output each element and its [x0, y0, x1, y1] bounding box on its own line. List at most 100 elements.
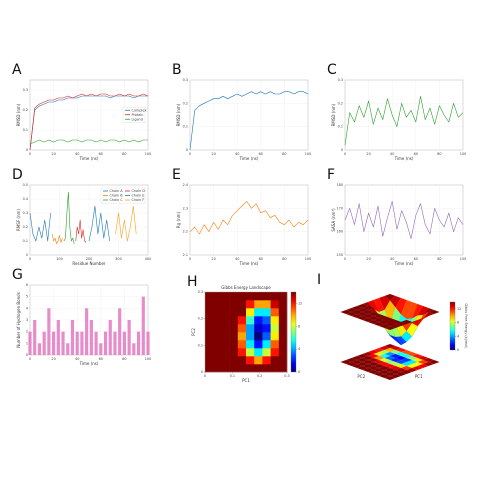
heatmap-cell — [221, 364, 230, 373]
y-axis-label: Rg (nm) — [176, 211, 181, 228]
y-tick-label: 150 — [337, 253, 343, 257]
panel-letter: D — [12, 167, 23, 183]
series-line — [189, 91, 309, 151]
heatmap-cell — [213, 300, 222, 309]
heatmap-cell — [221, 356, 230, 365]
heatmap-cell — [237, 348, 247, 357]
heatmap-cell — [262, 316, 271, 325]
series-line — [115, 205, 137, 242]
x-tick-label: 20 — [366, 257, 370, 261]
bar — [94, 331, 98, 355]
heatmap-cell — [213, 348, 222, 357]
x-axis-label: PC1 — [242, 378, 250, 383]
x-tick-label: 0 — [344, 152, 346, 156]
y-axis-label: RMSD (nm) — [176, 103, 181, 126]
heatmap-cell — [278, 292, 288, 301]
heatmap-cell — [205, 324, 214, 333]
colorbar-tick-label: 8 — [457, 321, 459, 325]
bar — [127, 320, 131, 355]
plot-area — [189, 184, 309, 256]
heatmap-cell — [246, 324, 255, 333]
y-tick-label: 0.2 — [198, 317, 203, 321]
heatmap-cell — [221, 324, 230, 333]
y-tick-label: 5 — [26, 295, 28, 299]
colorbar-tick-label: 4 — [457, 334, 459, 338]
heatmap-cell — [246, 308, 255, 317]
floor-contour — [384, 376, 396, 380]
series-line — [29, 212, 51, 242]
y-tick-label: 2.3 — [183, 206, 188, 210]
x-tick-label: 40 — [75, 357, 79, 361]
x-axis-label: Time (ns) — [79, 156, 99, 161]
y-axis-label: RMSD (nm) — [331, 103, 336, 126]
heatmap-cell — [278, 348, 288, 357]
x-axis-label: Time (ns) — [79, 361, 99, 366]
x-tick-label: 80 — [437, 257, 441, 261]
surface-patch — [384, 325, 396, 331]
series-line — [63, 191, 75, 244]
y-tick-label: 0.3 — [23, 211, 28, 215]
y-tick-label: 0 — [26, 148, 28, 152]
x-tick-label: 40 — [390, 152, 394, 156]
heatmap-cell — [237, 316, 247, 325]
heatmap-cell — [237, 324, 247, 333]
x-axis-label: Residue Number — [72, 261, 105, 266]
x-axis-label: Time (ns) — [394, 261, 414, 266]
y-tick-label: 0 — [341, 148, 343, 152]
chart-title: Gibbs Energy Landscape — [221, 285, 271, 290]
heatmap-cell — [221, 348, 230, 357]
y-tick-label: 170 — [337, 206, 343, 210]
plot-area — [189, 79, 309, 151]
heatmap-cell — [213, 340, 222, 349]
heatmap-cell — [221, 308, 230, 317]
heatmap-cell — [221, 292, 230, 301]
panel-letter: H — [187, 274, 198, 290]
legend-label: Ligand — [132, 117, 143, 121]
panel-letter: B — [172, 62, 182, 78]
heatmap-cell — [205, 340, 214, 349]
bar — [75, 331, 79, 355]
legend-label: Chain B — [110, 194, 124, 198]
y-tick-label: 2.2 — [183, 230, 188, 234]
heatmap-cell — [246, 300, 255, 309]
x-tick-label: 100 — [145, 152, 151, 156]
heatmap-cell — [221, 316, 230, 325]
heatmap-cell — [254, 332, 263, 341]
bar — [113, 331, 117, 355]
heatmap-cell — [278, 308, 288, 317]
bar — [108, 320, 112, 355]
heatmap-cell — [221, 300, 230, 309]
y-tick-label: 0.5 — [23, 183, 28, 187]
legend-label: Complex — [132, 108, 147, 112]
x-tick-label: 60 — [414, 257, 418, 261]
bar — [42, 331, 46, 355]
heatmap-cell — [205, 308, 214, 317]
heatmap-cell — [237, 308, 247, 317]
x-axis-label: Time (ns) — [394, 156, 414, 161]
heatmap-cell — [246, 332, 255, 341]
x-tick-label: 80 — [282, 152, 286, 156]
heatmap-cell — [278, 356, 288, 365]
x-tick-label: 40 — [235, 257, 239, 261]
bar — [80, 331, 84, 355]
x-tick-label: 100 — [145, 357, 151, 361]
heatmap-cell — [270, 348, 280, 357]
heatmap-cell — [254, 316, 263, 325]
x-tick-label: 40 — [75, 152, 79, 156]
heatmap-cell — [221, 332, 230, 341]
y-tick-label: 2.1 — [183, 253, 188, 257]
heatmap-cell — [213, 316, 222, 325]
heatmap-cell — [205, 292, 214, 301]
y-tick-label: 0.3 — [338, 78, 343, 82]
y-axis-label: RMSF (nm) — [16, 209, 21, 231]
x-tick-label: 100 — [460, 152, 466, 156]
x-tick-label: 400 — [145, 257, 151, 261]
y-tick-label: 0.3 — [198, 290, 203, 294]
legend-label: Chain C — [110, 198, 124, 202]
heatmap-cell — [262, 332, 271, 341]
heatmap-cell — [270, 332, 280, 341]
bar — [61, 331, 65, 355]
bar — [141, 296, 145, 355]
